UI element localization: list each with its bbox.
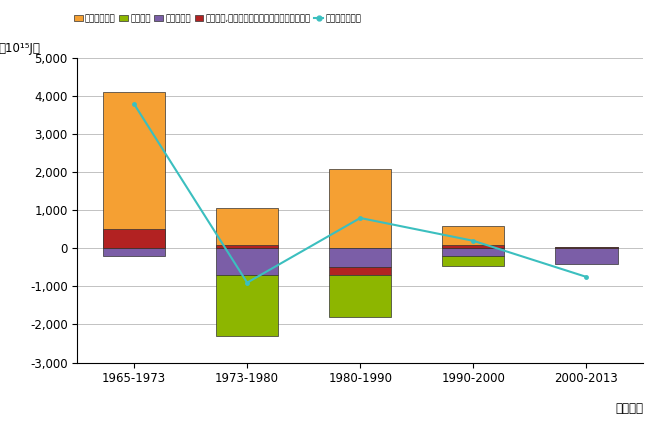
Bar — [442, 249, 504, 256]
Bar — [555, 249, 618, 264]
Bar — [442, 227, 504, 249]
Bar — [329, 169, 391, 249]
Legend: 生産指数要因, 構造要因, 原単位要因, 重複補正,その他業種・中小製造業消費量要因, エネルギー増減: 生産指数要因, 構造要因, 原単位要因, 重複補正,その他業種・中小製造業消費量… — [70, 11, 365, 27]
Bar — [216, 209, 278, 249]
Text: （年度）: （年度） — [615, 402, 643, 415]
Bar — [103, 93, 165, 249]
Bar — [442, 256, 504, 266]
Bar — [103, 230, 165, 249]
Bar — [555, 246, 618, 249]
Bar — [329, 249, 391, 267]
Bar — [555, 247, 618, 249]
Bar — [216, 249, 278, 275]
Text: （10¹⁵J）: （10¹⁵J） — [0, 42, 40, 55]
Bar — [216, 245, 278, 249]
Bar — [329, 267, 391, 275]
Bar — [329, 275, 391, 317]
Bar — [216, 275, 278, 336]
Bar — [103, 249, 165, 256]
Bar — [442, 245, 504, 249]
